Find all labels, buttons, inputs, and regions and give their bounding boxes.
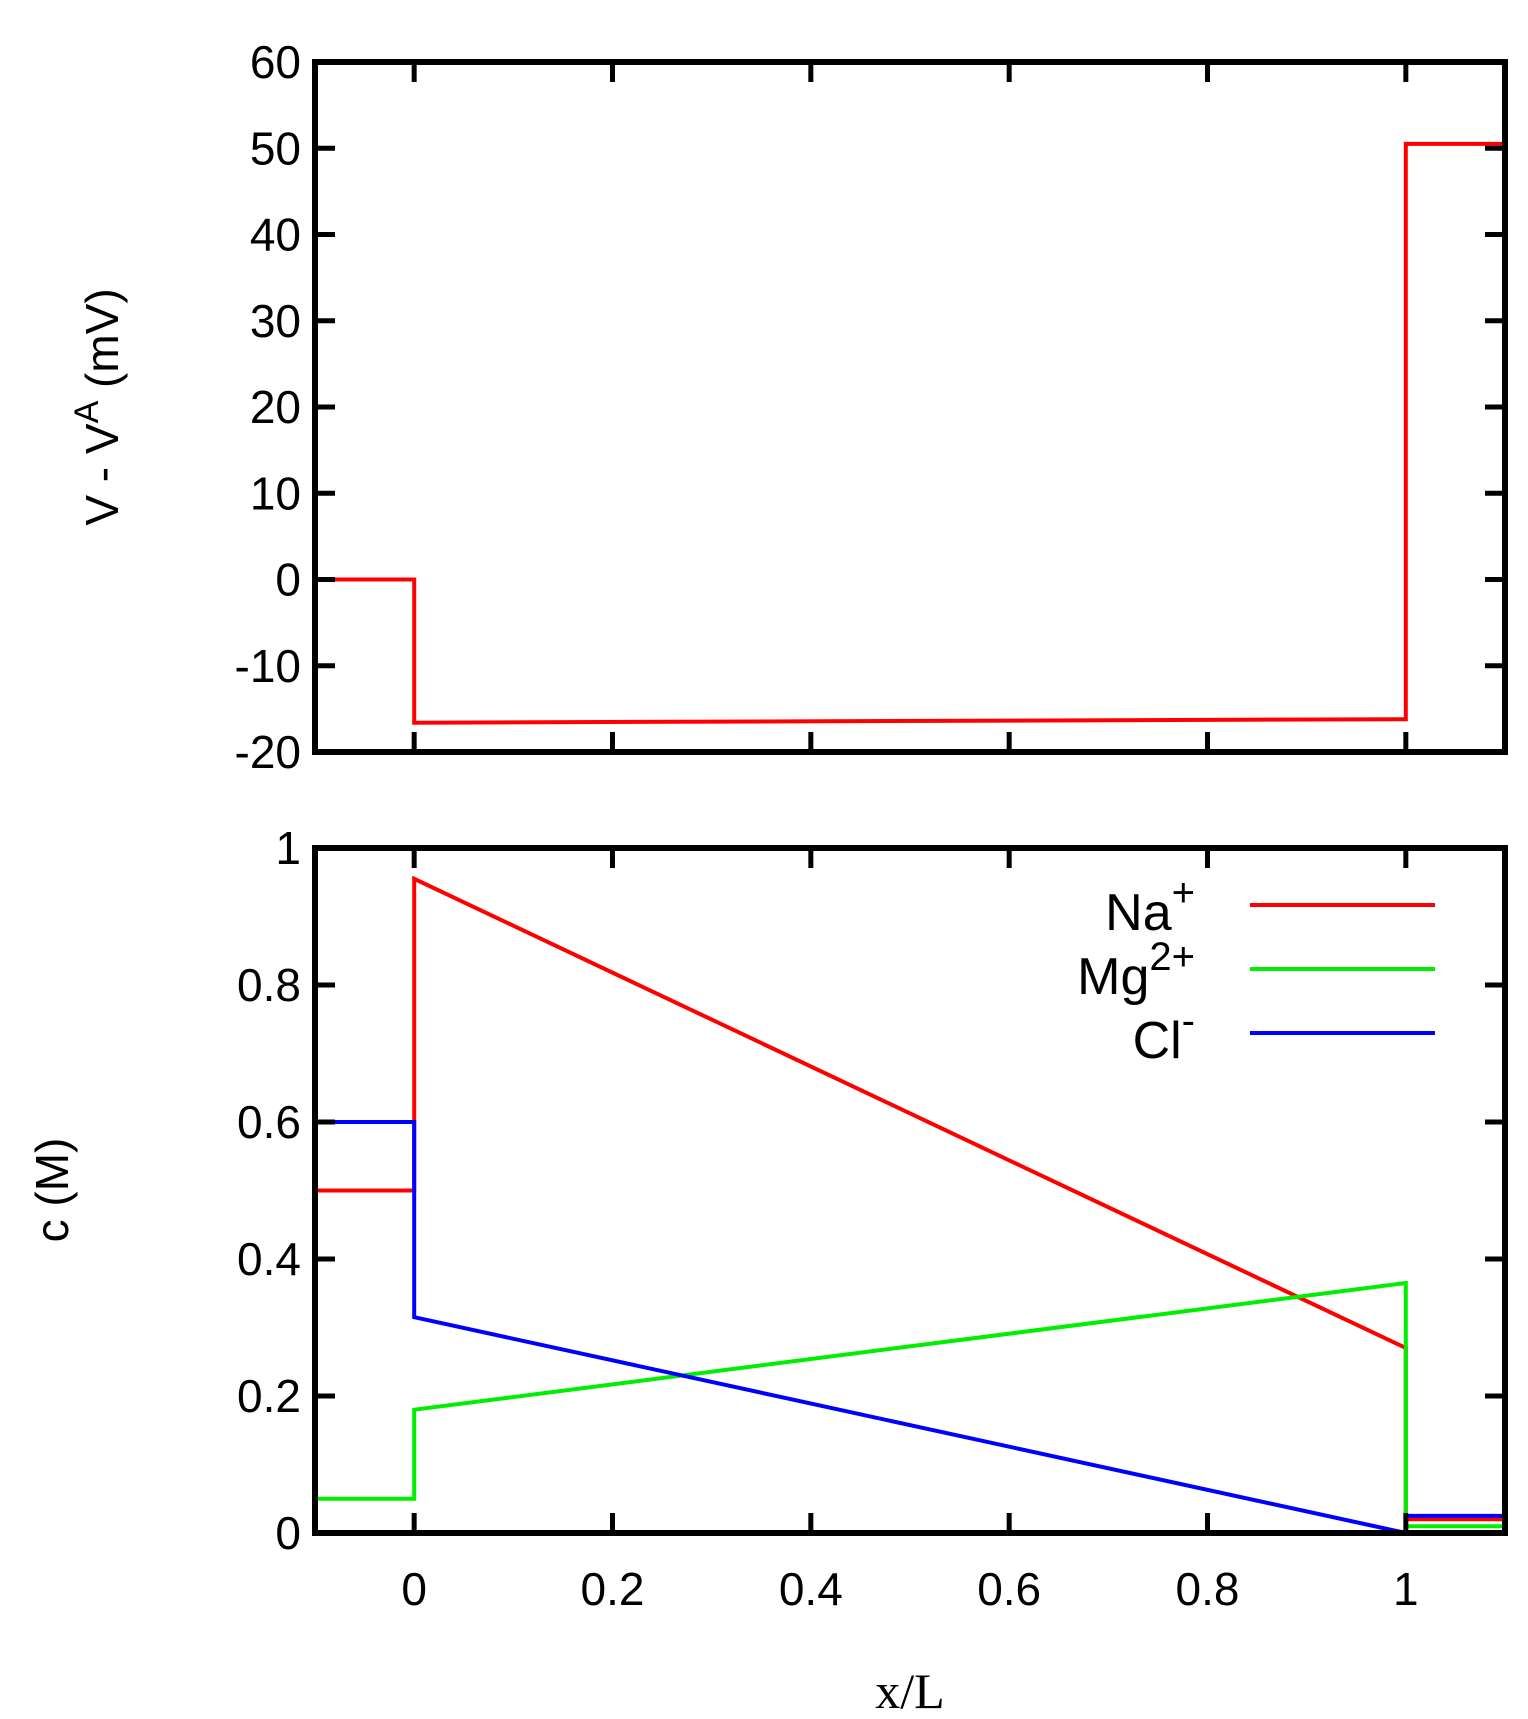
top-series-group (315, 141, 1505, 725)
bottom-x-tick-label: 1 (1393, 1563, 1419, 1615)
x-axis-label: x/L (875, 1663, 944, 1719)
bottom-ticks-group (315, 845, 1505, 1536)
bottom-y-tick-label: 0.2 (237, 1370, 301, 1422)
top-ticks-group (315, 59, 1505, 755)
top-y-tick-label: 0 (275, 554, 301, 606)
legend: Na+ Mg2+ Cl- (1077, 871, 1435, 1070)
bottom-series-group (315, 875, 1505, 1536)
top-y-tick-label: 40 (250, 209, 301, 261)
bottom-series-line-0 (315, 875, 1505, 1522)
bottom-y-tick-label: 0.8 (237, 959, 301, 1011)
top-series-line-0 (315, 141, 1505, 725)
top-y-tick-label: 60 (250, 36, 301, 88)
top-y-tick-label: 50 (250, 122, 301, 174)
bottom-x-tick-label: 0.8 (1176, 1563, 1240, 1615)
bottom-x-tick-label: 0.2 (581, 1563, 645, 1615)
legend-label-na: Na+ (1105, 871, 1195, 942)
bottom-y-axis-label: c (M) (26, 1138, 78, 1243)
top-y-tick-label: 10 (250, 467, 301, 519)
bottom-y-tick-label: 0.4 (237, 1233, 301, 1285)
top-y-tick-labels: -20 -10 0 10 20 30 40 50 60 (235, 36, 301, 778)
top-plot-frame (312, 59, 1508, 755)
bottom-x-tick-label: 0 (401, 1563, 427, 1615)
top-y-tick-label: -10 (235, 640, 301, 692)
top-y-tick-label: 20 (250, 381, 301, 433)
top-y-axis-label: V - VA (mV) (68, 288, 128, 525)
top-y-tick-label: 30 (250, 295, 301, 347)
bottom-y-tick-label: 0.6 (237, 1096, 301, 1148)
legend-label-cl: Cl- (1133, 999, 1195, 1070)
legend-label-mg: Mg2+ (1077, 935, 1195, 1006)
bottom-series-line-2 (315, 1120, 1505, 1536)
bottom-y-tick-label: 0 (275, 1507, 301, 1559)
bottom-y-tick-label: 1 (275, 822, 301, 874)
bottom-plot-frame (312, 845, 1508, 1536)
bottom-series-line-1 (315, 1280, 1505, 1529)
top-panel-voltage: -20 -10 0 10 20 30 40 50 60 V - VA (mV) (68, 36, 1508, 778)
bottom-x-tick-label: 0.4 (779, 1563, 843, 1615)
top-y-tick-label: -20 (235, 726, 301, 778)
bottom-panel-concentration: 00.20.40.60.81 0 0.2 0.4 0.6 0.8 1 c (M) x/L … (26, 822, 1508, 1719)
bottom-x-tick-label: 0.6 (977, 1563, 1041, 1615)
bottom-y-tick-labels: 0 0.2 0.4 0.6 0.8 1 (237, 822, 301, 1559)
bottom-x-tick-labels: 0 0.2 0.4 0.6 0.8 1 (401, 1563, 1418, 1615)
